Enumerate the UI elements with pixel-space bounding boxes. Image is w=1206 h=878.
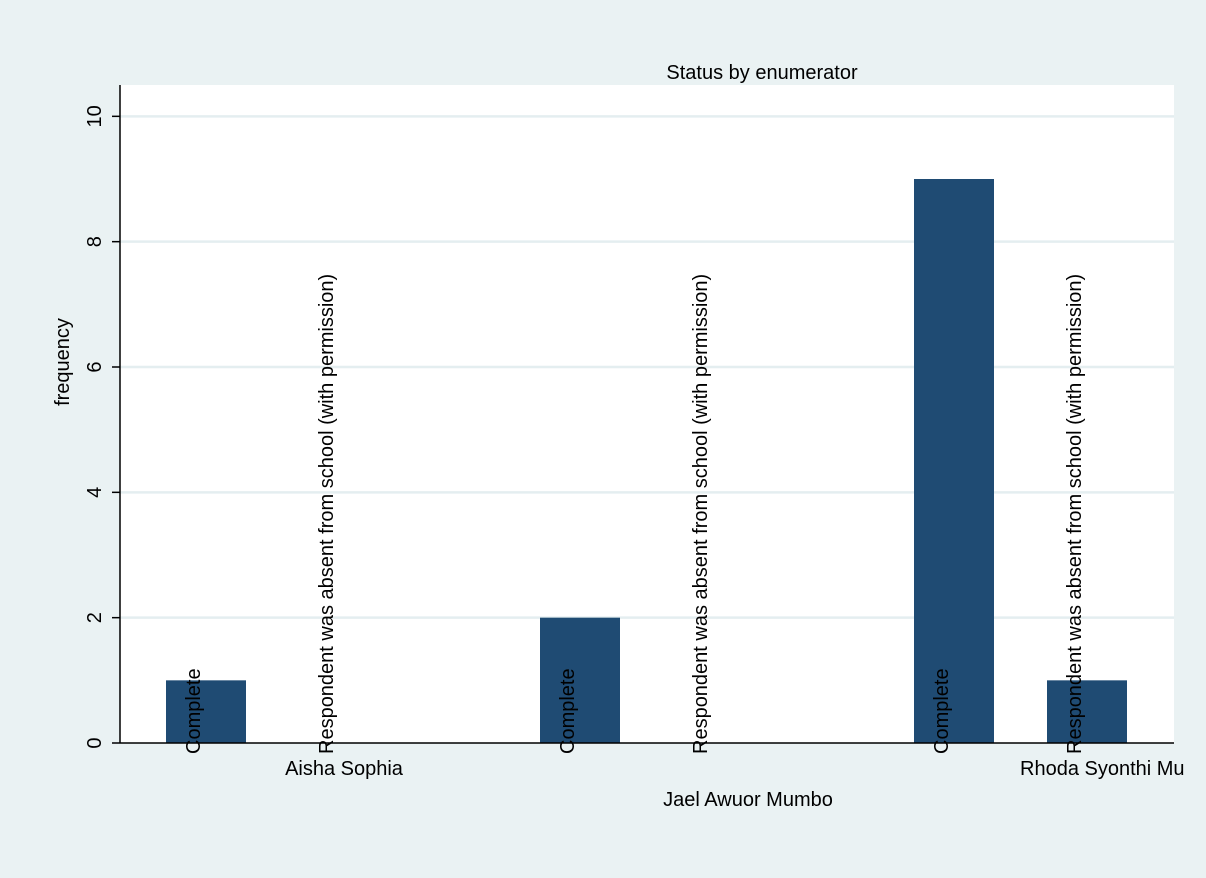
y-axis-title: frequency (52, 318, 74, 406)
group-label: Jael Awuor Mumbo (663, 789, 833, 811)
bar (1047, 680, 1127, 743)
plot-area (120, 85, 1174, 743)
chart-title: Status by enumerator (666, 62, 858, 84)
bar-labels: Complete Respondent was absent from schoo… (183, 274, 1086, 754)
group-labels: Aisha Sophia Jael Awuor Mumbo Rhoda Syonth… (285, 758, 1184, 811)
y-tick-label: 6 (84, 361, 106, 372)
bar-label: Complete (557, 668, 579, 754)
bar (166, 680, 246, 743)
y-tick-label: 10 (84, 105, 106, 127)
bar-label: Respondent was absent from school (with … (316, 274, 338, 754)
y-tick-label: 0 (84, 737, 106, 748)
y-tick-label: 8 (84, 236, 106, 247)
y-axis-ticks: 0 2 4 6 8 10 (84, 105, 120, 749)
grid-lines (120, 115, 1174, 619)
bar-label: Complete (183, 668, 205, 754)
y-tick-label: 2 (84, 612, 106, 623)
bar-label: Complete (931, 668, 953, 754)
group-label: Rhoda Syonthi Mu (1020, 758, 1185, 780)
bar-label: Respondent was absent from school (with … (1064, 274, 1086, 754)
group-label: Aisha Sophia (285, 758, 404, 780)
bars (166, 179, 1127, 743)
bar (914, 179, 994, 743)
bar (540, 617, 620, 743)
bar-label: Respondent was absent from school (with … (690, 274, 712, 754)
y-tick-label: 4 (84, 487, 106, 498)
